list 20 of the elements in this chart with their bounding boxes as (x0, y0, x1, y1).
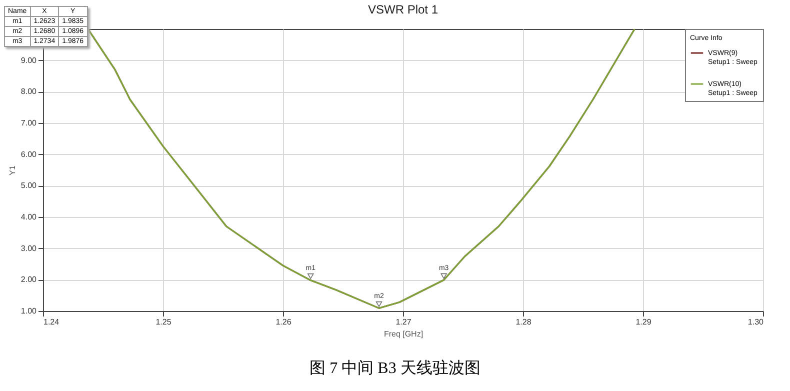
x-tick-label: 1.25 (156, 318, 172, 326)
y-axis-title: Y1 (8, 165, 17, 176)
chart-title: VSWR Plot 1 (368, 2, 438, 16)
y-tick-label: 5.00 (20, 181, 38, 190)
caption: 图 7 中间 B3 天线驻波图 (308, 358, 482, 379)
x-tick-label: 1.26 (276, 318, 292, 326)
x-tick-label: 1.24 (44, 318, 60, 326)
y-tick-label: 9.00 (20, 56, 38, 65)
y-tick-label: 1.00 (20, 306, 38, 316)
x-tick-label: 1.28 (516, 318, 532, 326)
y-tick-label: 3.00 (20, 244, 38, 253)
y-tick-label: 6.00 (20, 150, 38, 159)
y-tick-label: 7.00 (20, 118, 38, 128)
y-tick-label: 8.00 (20, 87, 38, 96)
x-tick-label: 1.27 (396, 318, 412, 326)
x-tick-label: 1.29 (636, 318, 652, 326)
x-tick-label: 1.30 (748, 318, 764, 326)
y-tick-label: 4.00 (20, 212, 38, 222)
y-tick-label: 2.00 (20, 275, 38, 284)
x-axis-title: Freq [GHz] (384, 330, 424, 338)
